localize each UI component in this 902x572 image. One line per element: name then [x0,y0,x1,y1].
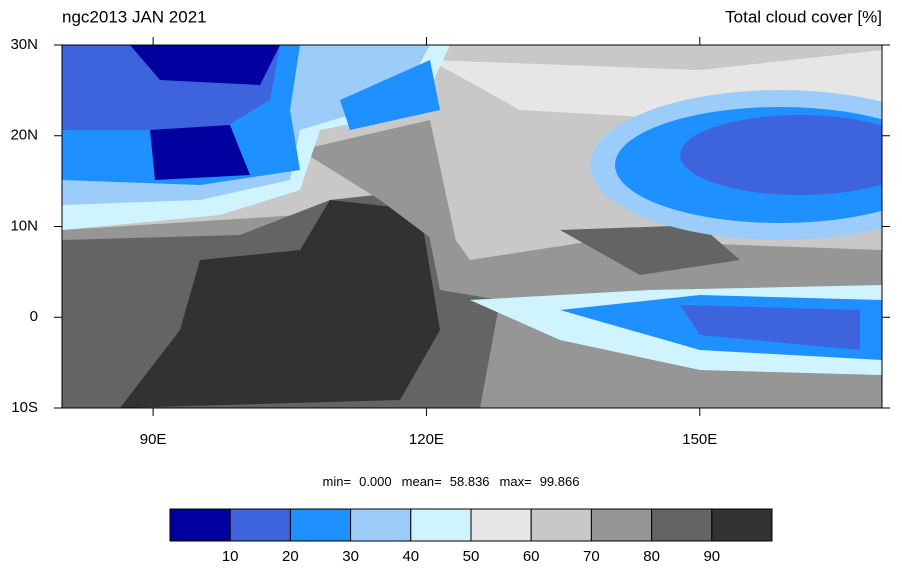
colorbar-box [410,508,472,542]
chart-subtitle: Total cloud cover [%] [725,7,882,26]
colorbar-box [651,508,713,542]
colorbar-label: 80 [643,548,660,565]
chart-title: ngc2013 JAN 2021 [62,7,207,26]
x-tick-label: 90E [140,431,167,448]
colorbar-box [350,508,412,542]
colorbar-label: 70 [583,548,600,565]
statistic-value: 99.866 [540,474,580,489]
statistic-name: mean= [402,474,442,489]
statistics: min= 0.000 mean= 58.836 max= 99.866 [323,474,580,489]
y-tick-label: 20N [10,127,38,144]
colorbar-label: 60 [523,548,540,565]
x-tick-label: 120E [409,431,444,448]
colorbar-box [169,508,231,542]
statistic-value: 58.836 [450,474,490,489]
colorbar-label: 10 [222,548,239,565]
y-tick-label: 0 [30,308,38,325]
y-tick-label: 10S [11,399,38,416]
colorbar-box [530,508,592,542]
colorbar-label: 30 [342,548,359,565]
colorbar-box [289,508,352,542]
colorbar-box [711,508,773,542]
cloud-field [62,45,882,408]
statistic-value: 0.000 [359,474,392,489]
colorbar-box [229,508,291,542]
statistic-name: min= [323,474,352,489]
statistic-name: max= [500,474,532,489]
y-tick-label: 10N [10,217,38,234]
x-tick-label: 150E [682,431,717,448]
colorbar-label: 20 [282,548,299,565]
colorbar-label: 50 [463,548,480,565]
colorbar-label: 90 [703,548,720,565]
colorbar-box [590,508,653,542]
y-tick-label: 30N [10,36,38,53]
colorbar-box [470,508,532,542]
colorbar-label: 40 [402,548,419,565]
